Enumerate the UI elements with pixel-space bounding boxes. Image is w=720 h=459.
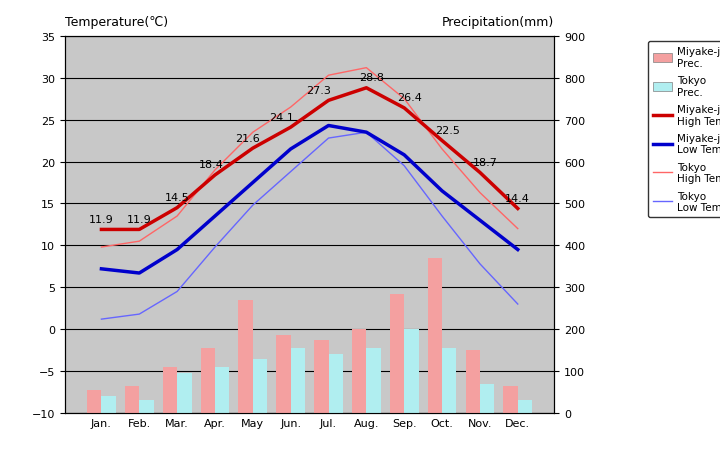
Text: Precipitation(mm): Precipitation(mm) [442, 16, 554, 29]
Line: Miyake-jima
High Temp.: Miyake-jima High Temp. [102, 89, 518, 230]
Tokyo
Low Temp. [362, 130, 371, 136]
Miyake-jima
High Temp. [135, 227, 143, 233]
Bar [215, 367, 230, 413]
Miyake-jima
High Temp. [438, 139, 446, 144]
Text: 24.1: 24.1 [269, 112, 294, 123]
Bar [125, 386, 139, 413]
Bar [480, 384, 495, 413]
Miyake-jima
High Temp. [97, 227, 106, 233]
Miyake-jima
Low Temp. [513, 247, 522, 253]
Tokyo
Low Temp. [248, 203, 257, 208]
Bar [503, 386, 518, 413]
Miyake-jima
Low Temp. [438, 189, 446, 194]
Miyake-jima
Low Temp. [476, 218, 485, 224]
Line: Miyake-jima
Low Temp.: Miyake-jima Low Temp. [102, 126, 518, 274]
Tokyo
Low Temp. [135, 312, 143, 317]
Tokyo
Low Temp. [173, 289, 181, 295]
Line: Tokyo
Low Temp.: Tokyo Low Temp. [102, 133, 518, 319]
Bar [87, 390, 102, 413]
Bar [466, 350, 480, 413]
Miyake-jima
Low Temp. [173, 247, 181, 253]
Text: 11.9: 11.9 [89, 214, 114, 224]
Text: 18.7: 18.7 [473, 157, 498, 168]
Miyake-jima
Low Temp. [287, 147, 295, 152]
Bar [390, 294, 404, 413]
Line: Tokyo
High Temp.: Tokyo High Temp. [102, 68, 518, 247]
Text: 22.5: 22.5 [436, 126, 460, 136]
Miyake-jima
Low Temp. [248, 180, 257, 186]
Miyake-jima
Low Temp. [135, 271, 143, 276]
Miyake-jima
High Temp. [362, 86, 371, 91]
Text: 14.5: 14.5 [165, 193, 189, 203]
Tokyo
High Temp. [362, 66, 371, 71]
Miyake-jima
High Temp. [287, 125, 295, 131]
Bar [404, 330, 418, 413]
Tokyo
Low Temp. [211, 245, 220, 250]
Tokyo
High Temp. [476, 190, 485, 196]
Miyake-jima
High Temp. [173, 206, 181, 211]
Bar [102, 397, 116, 413]
Miyake-jima
Low Temp. [362, 130, 371, 136]
Bar [139, 401, 153, 413]
Miyake-jima
Low Temp. [400, 153, 408, 158]
Text: 18.4: 18.4 [199, 160, 224, 170]
Tokyo
Low Temp. [400, 163, 408, 169]
Text: 28.8: 28.8 [359, 73, 384, 83]
Miyake-jima
High Temp. [248, 146, 257, 151]
Text: 21.6: 21.6 [235, 133, 259, 143]
Bar [291, 348, 305, 413]
Tokyo
High Temp. [97, 245, 106, 250]
Miyake-jima
High Temp. [513, 206, 522, 212]
Bar [314, 340, 328, 413]
Bar [177, 373, 192, 413]
Bar [518, 401, 532, 413]
Tokyo
High Temp. [211, 168, 220, 174]
Bar [442, 348, 456, 413]
Miyake-jima
High Temp. [476, 170, 485, 176]
Tokyo
Low Temp. [476, 262, 485, 267]
Bar [428, 258, 442, 413]
Text: 27.3: 27.3 [307, 86, 331, 95]
Bar [352, 330, 366, 413]
Legend: Miyake-jima
Prec., Tokyo
Prec., Miyake-jima
High Temp., Miyake-jima
Low Temp., T: Miyake-jima Prec., Tokyo Prec., Miyake-j… [648, 42, 720, 218]
Tokyo
High Temp. [173, 214, 181, 219]
Tokyo
Low Temp. [438, 214, 446, 219]
Tokyo
High Temp. [135, 239, 143, 244]
Text: 14.4: 14.4 [505, 194, 530, 203]
Tokyo
High Temp. [324, 73, 333, 79]
Tokyo
Low Temp. [287, 169, 295, 175]
Tokyo
High Temp. [287, 105, 295, 111]
Miyake-jima
Low Temp. [324, 123, 333, 129]
Tokyo
High Temp. [400, 97, 408, 102]
Text: 11.9: 11.9 [127, 214, 152, 224]
Tokyo
Low Temp. [513, 302, 522, 307]
Miyake-jima
High Temp. [211, 173, 220, 178]
Bar [276, 336, 291, 413]
Text: Temperature(℃): Temperature(℃) [65, 16, 168, 29]
Tokyo
High Temp. [438, 147, 446, 152]
Miyake-jima
High Temp. [324, 98, 333, 104]
Bar [163, 367, 177, 413]
Tokyo
Low Temp. [324, 136, 333, 141]
Miyake-jima
High Temp. [400, 106, 408, 112]
Tokyo
High Temp. [248, 130, 257, 136]
Bar [253, 359, 267, 413]
Tokyo
Low Temp. [97, 317, 106, 322]
Tokyo
High Temp. [513, 226, 522, 232]
Bar [366, 348, 381, 413]
Miyake-jima
Low Temp. [97, 267, 106, 272]
Bar [201, 348, 215, 413]
Bar [328, 354, 343, 413]
Bar [238, 300, 253, 413]
Text: 26.4: 26.4 [397, 93, 423, 103]
Miyake-jima
Low Temp. [211, 214, 220, 219]
